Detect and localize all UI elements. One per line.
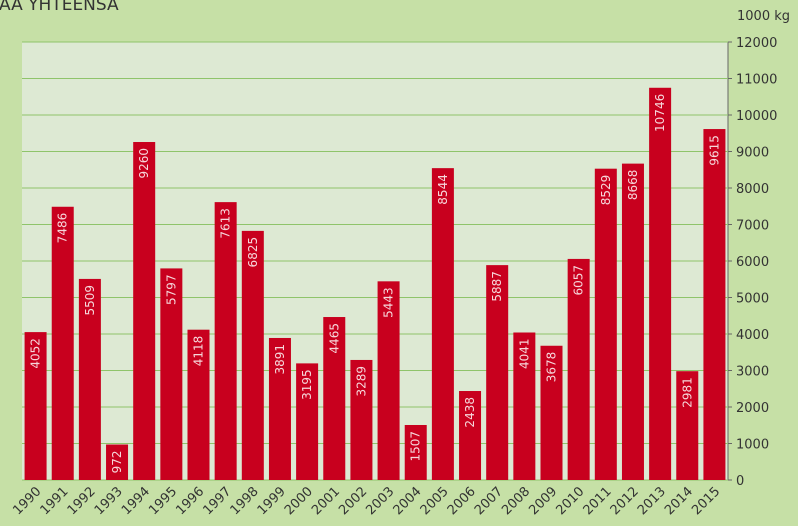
x-tick-label: 2005 (418, 484, 452, 518)
x-tick-label: 1999 (255, 484, 289, 518)
bar (106, 444, 129, 480)
x-tick-label: 1993 (92, 484, 126, 518)
x-tick-label: 1995 (146, 484, 180, 518)
x-tick-label: 2010 (553, 484, 587, 518)
bar (621, 163, 644, 481)
bar (513, 332, 536, 480)
x-tick-label: 1991 (38, 484, 72, 518)
value-label: 5797 (164, 274, 178, 305)
value-label: 8668 (626, 170, 640, 201)
x-tick-label: 2002 (336, 484, 370, 518)
y-tick-label: 10000 (736, 109, 777, 124)
value-label: 8544 (436, 174, 450, 205)
x-tick-label: 2000 (282, 484, 316, 518)
bar (214, 202, 237, 481)
x-tick-label: 2004 (391, 484, 425, 518)
x-tick-label: 1998 (228, 484, 262, 518)
x-tick-label: 2006 (445, 484, 479, 518)
bar (377, 281, 400, 480)
x-tick-label: 2009 (526, 484, 560, 518)
y-tick-label: 5000 (736, 292, 769, 307)
value-label: 7486 (56, 213, 70, 244)
bar (350, 359, 373, 480)
bar (323, 317, 346, 480)
value-label: 3195 (300, 369, 314, 400)
y-tick-label: 4000 (736, 328, 769, 343)
value-label: 5509 (83, 285, 97, 316)
value-label: 3289 (354, 366, 368, 397)
bar (567, 258, 590, 480)
y-tick-label: 12000 (736, 36, 777, 51)
value-label: 2438 (463, 397, 477, 428)
x-tick-label: 2012 (608, 484, 642, 518)
value-label: 6825 (246, 237, 260, 268)
value-label: 4041 (517, 339, 531, 370)
x-tick-label: 2011 (581, 484, 615, 518)
value-label: 972 (110, 451, 124, 474)
value-label: 1507 (409, 431, 423, 462)
y-tick-label: 0 (736, 474, 744, 489)
value-label: 5443 (382, 287, 396, 318)
y-tick-label: 9000 (736, 146, 769, 161)
bar (431, 168, 454, 481)
x-tick-label: 1990 (10, 484, 44, 518)
y-tick-label: 7000 (736, 219, 769, 234)
y-tick-label: 8000 (736, 182, 769, 197)
value-label: 8529 (599, 175, 613, 206)
bar (268, 337, 291, 480)
bar (296, 363, 319, 480)
bar (404, 424, 427, 480)
y-tick-label: 6000 (736, 255, 769, 270)
x-tick-label: 2007 (472, 484, 506, 518)
value-label: 9260 (137, 148, 151, 179)
x-tick-label: 1992 (65, 484, 99, 518)
value-label: 5887 (490, 271, 504, 302)
value-label: 4118 (192, 336, 206, 367)
x-tick-label: 2015 (689, 484, 723, 518)
bar (51, 206, 74, 481)
value-label: 9615 (707, 135, 721, 166)
x-tick-label: 2013 (635, 484, 669, 518)
value-label: 4465 (327, 323, 341, 354)
x-tick-label: 1997 (200, 484, 234, 518)
x-tick-label: 2014 (662, 484, 696, 518)
bar (459, 391, 482, 480)
bar (160, 268, 183, 480)
chart-title: IAA YHTEENSÄ (0, 0, 119, 15)
y-axis-label: 1000 kg (737, 9, 790, 24)
value-label: 6057 (572, 265, 586, 296)
bar (241, 230, 264, 480)
x-tick-label: 1994 (119, 484, 153, 518)
bar (187, 329, 210, 480)
y-tick-label: 11000 (736, 73, 777, 88)
value-label: 4052 (29, 338, 43, 369)
bar (703, 129, 726, 481)
bar (649, 87, 672, 481)
value-label: 10746 (653, 94, 667, 132)
y-tick-label: 2000 (736, 401, 769, 416)
y-tick-label: 1000 (736, 438, 769, 453)
x-tick-label: 2001 (309, 484, 343, 518)
bar (540, 345, 563, 480)
y-tick-label: 3000 (736, 365, 769, 380)
bar (676, 371, 699, 480)
bar (486, 265, 509, 480)
bar (24, 332, 47, 480)
bar (78, 278, 101, 480)
value-label: 3891 (273, 344, 287, 375)
bar (133, 142, 156, 480)
x-tick-label: 2008 (499, 484, 533, 518)
value-label: 3678 (545, 352, 559, 383)
x-tick-label: 2003 (363, 484, 397, 518)
value-label: 7613 (219, 208, 233, 239)
x-tick-label: 1996 (173, 484, 207, 518)
bar (594, 168, 617, 480)
value-label: 2981 (680, 377, 694, 408)
